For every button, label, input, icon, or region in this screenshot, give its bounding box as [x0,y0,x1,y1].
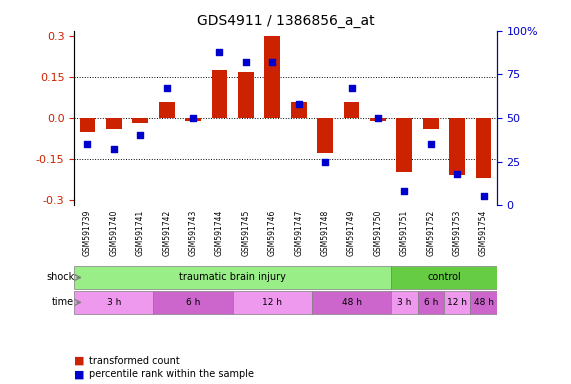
Point [400,188,409,194]
Bar [396,118,412,172]
Text: ■: ■ [74,356,85,366]
Text: 6 h: 6 h [424,298,438,307]
Text: GSM591739: GSM591739 [83,210,92,257]
Point [162,85,171,91]
Text: control: control [427,273,461,283]
Bar [264,36,280,118]
Text: 12 h: 12 h [447,298,467,307]
Bar [291,102,307,118]
Text: GSM591751: GSM591751 [400,210,409,256]
Point [453,171,462,177]
Text: traumatic brain injury: traumatic brain injury [179,273,286,283]
Point [268,59,277,65]
Text: GSM591754: GSM591754 [479,210,488,257]
Text: GSM591746: GSM591746 [268,210,277,257]
Point [188,115,198,121]
Point [426,141,435,147]
Text: GSM591747: GSM591747 [294,210,303,257]
Bar [423,118,439,129]
Text: GSM591740: GSM591740 [109,210,118,257]
FancyBboxPatch shape [233,291,312,314]
Bar [132,118,148,123]
Point [347,85,356,91]
Bar [106,118,122,129]
Point [294,101,303,107]
Text: 6 h: 6 h [186,298,200,307]
Bar [238,71,254,118]
FancyBboxPatch shape [471,291,497,314]
Bar [370,118,386,121]
Text: GSM591743: GSM591743 [188,210,198,257]
Point [215,49,224,55]
Text: 3 h: 3 h [107,298,121,307]
Point [109,146,118,152]
Text: transformed count: transformed count [89,356,179,366]
Text: 48 h: 48 h [473,298,493,307]
FancyBboxPatch shape [391,291,417,314]
Point [136,132,145,139]
Text: GSM591748: GSM591748 [320,210,329,256]
Text: time: time [52,298,74,308]
Text: GSM591753: GSM591753 [453,210,462,257]
Point [479,194,488,200]
Point [373,115,383,121]
Bar [159,102,175,118]
Text: GSM591742: GSM591742 [162,210,171,256]
Text: ■: ■ [74,369,85,379]
FancyBboxPatch shape [154,291,233,314]
Bar [317,118,333,153]
Text: 3 h: 3 h [397,298,412,307]
FancyBboxPatch shape [74,291,154,314]
Text: GSM591749: GSM591749 [347,210,356,257]
Bar [344,102,359,118]
Title: GDS4911 / 1386856_a_at: GDS4911 / 1386856_a_at [196,14,375,28]
Bar [79,118,95,132]
Bar [185,118,201,121]
Text: GSM591745: GSM591745 [242,210,251,257]
Point [242,59,251,65]
FancyBboxPatch shape [312,291,391,314]
Bar [449,118,465,175]
Text: GSM591750: GSM591750 [373,210,383,257]
Text: shock: shock [46,273,74,283]
Bar [211,70,227,118]
FancyBboxPatch shape [74,266,391,289]
FancyBboxPatch shape [417,291,444,314]
Point [83,141,92,147]
Text: percentile rank within the sample: percentile rank within the sample [89,369,254,379]
Text: 12 h: 12 h [262,298,282,307]
Text: GSM591741: GSM591741 [136,210,145,256]
FancyBboxPatch shape [391,266,497,289]
FancyBboxPatch shape [444,291,471,314]
Text: GSM591752: GSM591752 [426,210,435,256]
Bar [476,118,492,178]
Text: GSM591744: GSM591744 [215,210,224,257]
Point [320,159,329,165]
Text: 48 h: 48 h [341,298,361,307]
